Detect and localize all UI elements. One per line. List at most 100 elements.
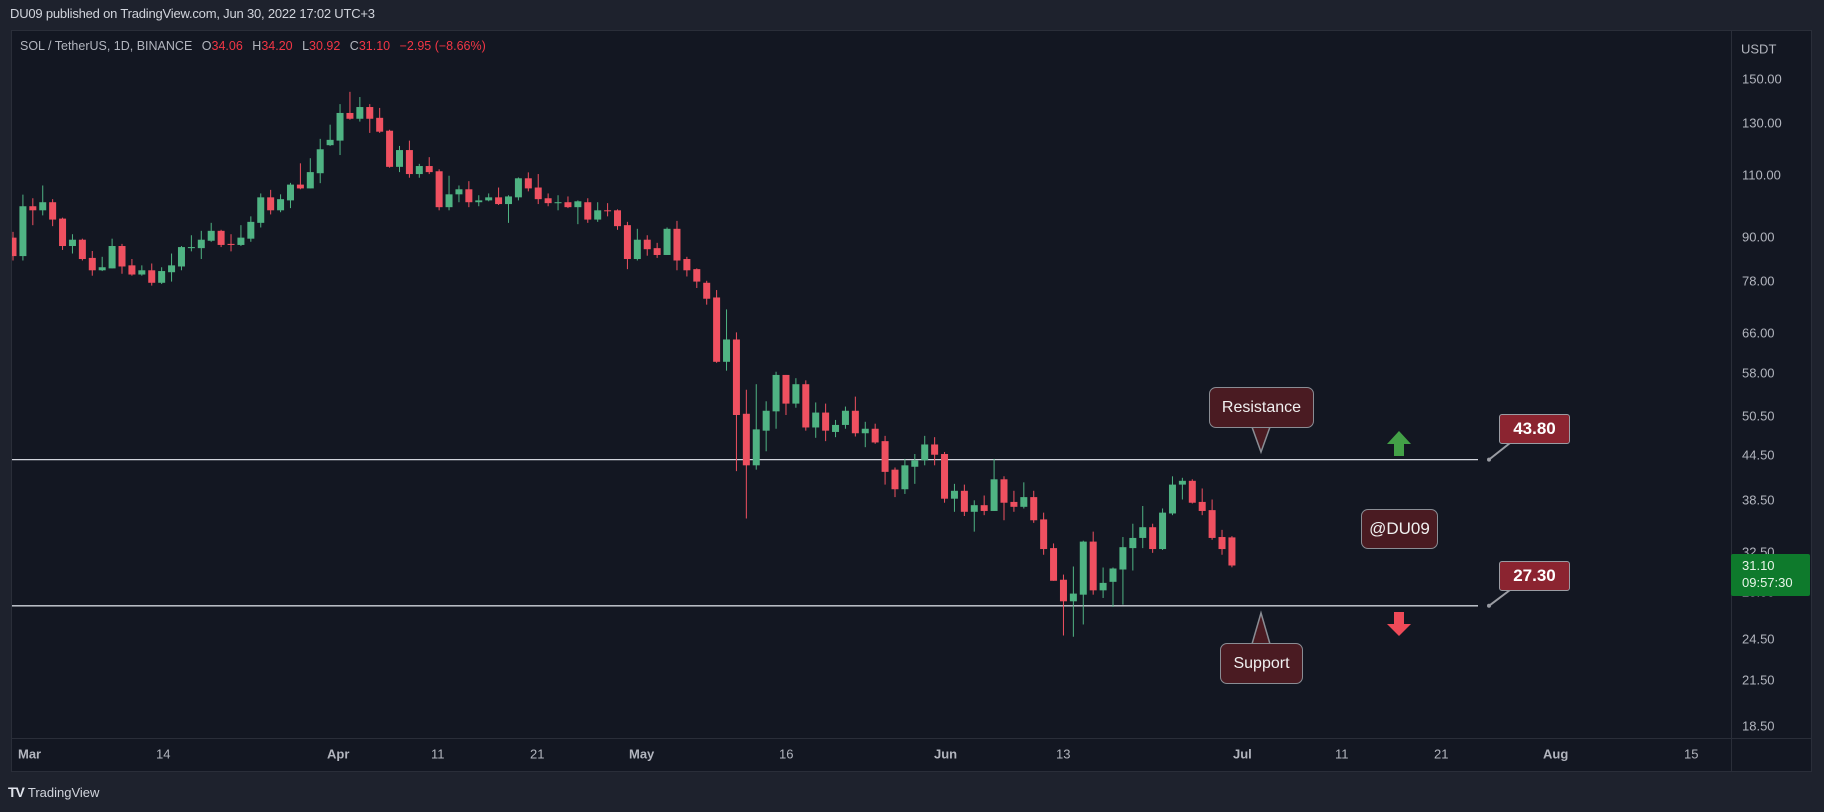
- resistance-callout[interactable]: Resistance: [1209, 387, 1314, 428]
- candle-body: [395, 150, 403, 167]
- change-value: −2.95 (−8.66%): [399, 39, 486, 53]
- candle-body: [762, 410, 770, 431]
- candle-body: [286, 184, 294, 201]
- high-value: 34.20: [261, 39, 293, 53]
- candle-body: [524, 178, 532, 189]
- time-tick: 16: [779, 746, 794, 762]
- time-tick: 21: [530, 746, 545, 762]
- arrow-up-icon[interactable]: [1387, 431, 1411, 456]
- candle-body: [812, 412, 820, 428]
- candle-body: [1000, 479, 1008, 503]
- time-tick: 13: [1056, 746, 1071, 762]
- price-tick: 78.00: [1742, 273, 1775, 289]
- open-label: O: [201, 39, 212, 53]
- candle-body: [1030, 497, 1038, 521]
- symbol-title[interactable]: SOL / TetherUS, 1D, BINANCE: [20, 39, 193, 53]
- time-tick: Jul: [1233, 746, 1252, 762]
- candle-body: [703, 282, 711, 299]
- candle-body: [1089, 541, 1097, 591]
- candle-body: [911, 460, 919, 467]
- tradingview-footer[interactable]: TV TradingView: [8, 784, 99, 800]
- candle-body: [118, 246, 126, 267]
- candle-body: [1040, 519, 1048, 550]
- candle-body: [316, 149, 324, 174]
- watermark-callout[interactable]: @DU09: [1361, 509, 1438, 549]
- current-price-tag: 31.10 09:57:30: [1731, 554, 1810, 596]
- candle-body: [1139, 527, 1147, 538]
- candle-body: [485, 197, 493, 201]
- candle-body: [673, 228, 681, 261]
- candle-body: [931, 444, 939, 455]
- candle-body: [247, 221, 255, 239]
- price-tick: 44.50: [1742, 447, 1775, 463]
- candle-body: [306, 172, 314, 189]
- resistance-anchor-icon: [1487, 457, 1491, 462]
- support-callout[interactable]: Support: [1220, 643, 1303, 684]
- candle-body: [663, 228, 671, 255]
- candle-body: [148, 270, 156, 283]
- candle-body: [871, 428, 879, 443]
- candle-body: [723, 339, 731, 362]
- low-value: 30.92: [309, 39, 341, 53]
- price-tick: 66.00: [1742, 325, 1775, 341]
- candle-body: [1208, 510, 1216, 538]
- support-price-label[interactable]: 27.30: [1499, 561, 1570, 591]
- candle-body: [128, 265, 136, 275]
- candle-body: [683, 259, 691, 271]
- axis-corner: [1731, 738, 1812, 772]
- price-axis[interactable]: [1731, 30, 1813, 738]
- candle-body: [742, 413, 750, 466]
- price-tick: 50.50: [1742, 408, 1775, 424]
- resistance-label: Resistance: [1221, 398, 1302, 416]
- open-value: 34.06: [211, 39, 243, 53]
- candle-body: [415, 166, 423, 175]
- candle-body: [921, 444, 929, 461]
- chart-frame[interactable]: [11, 30, 1812, 772]
- candle-body: [752, 429, 760, 466]
- candle-body: [1119, 547, 1127, 570]
- candle-body: [346, 112, 354, 119]
- candle-body: [237, 237, 245, 245]
- time-tick: 11: [1335, 746, 1349, 762]
- candle-body: [594, 210, 602, 220]
- price-tick: 24.50: [1742, 631, 1775, 647]
- candle-body: [1079, 541, 1087, 595]
- candle-body: [197, 239, 205, 249]
- candle-body: [802, 384, 810, 428]
- candle-body: [49, 202, 57, 220]
- price-axis-currency: USDT: [1741, 41, 1777, 57]
- support-anchor-icon: [1487, 603, 1491, 608]
- candle-body: [1178, 480, 1186, 485]
- candle-body: [1188, 480, 1196, 503]
- candle-body: [1129, 537, 1137, 549]
- arrow-down-icon[interactable]: [1387, 612, 1411, 636]
- candle-body: [187, 247, 195, 249]
- time-axis[interactable]: [11, 738, 1812, 772]
- candle-body: [633, 239, 641, 260]
- time-tick: Jun: [934, 746, 958, 762]
- candle-body: [941, 454, 949, 499]
- price-tick: 90.00: [1742, 229, 1775, 245]
- tradingview-brand: TradingView: [27, 784, 100, 800]
- candle-body: [39, 202, 47, 211]
- price-tick: 38.50: [1742, 492, 1775, 507]
- symbol-legend: SOL / TetherUS, 1D, BINANCE O34.06 H34.2…: [20, 39, 486, 53]
- support-callout-tail-icon: [1251, 610, 1271, 645]
- tradingview-logo-icon: TV: [8, 784, 25, 800]
- price-tick: 18.50: [1742, 718, 1775, 734]
- candle-body: [1159, 512, 1167, 550]
- price-tick: 110.00: [1742, 167, 1781, 183]
- candle-body: [326, 139, 334, 146]
- candle-body: [514, 178, 522, 198]
- candle-body: [554, 202, 562, 204]
- resistance-price-label[interactable]: 43.80: [1499, 414, 1570, 444]
- bar-countdown: 09:57:30: [1742, 575, 1793, 590]
- candle-body: [277, 199, 285, 211]
- price-tick: 150.00: [1742, 71, 1782, 87]
- candle-body: [534, 187, 542, 200]
- close-value: 31.10: [358, 39, 391, 53]
- candle-body: [505, 196, 512, 205]
- candle-body: [158, 271, 166, 283]
- time-tick: Aug: [1543, 746, 1569, 762]
